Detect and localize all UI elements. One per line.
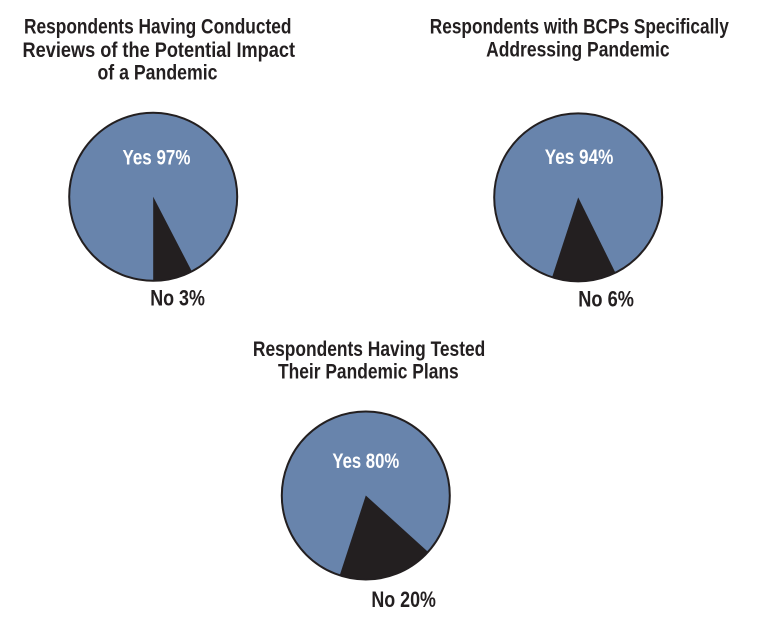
svg-text:No 6%: No 6%: [578, 287, 634, 312]
svg-text:Respondents with BCPs Specific: Respondents with BCPs Specifically: [430, 16, 729, 39]
svg-text:No 3%: No 3%: [150, 286, 205, 311]
svg-text:Their Pandemic Plans: Their Pandemic Plans: [278, 361, 459, 384]
svg-text:Addressing Pandemic: Addressing Pandemic: [486, 38, 670, 61]
svg-text:Yes 97%: Yes 97%: [123, 146, 191, 169]
svg-text:Respondents Having Conducted: Respondents Having Conducted: [24, 16, 292, 39]
svg-text:Yes 80%: Yes 80%: [332, 450, 399, 473]
svg-text:Reviews of the Potential Impac: Reviews of the Potential Impact: [23, 39, 296, 62]
svg-text:of a Pandemic: of a Pandemic: [98, 62, 218, 85]
svg-text:Yes 94%: Yes 94%: [545, 146, 614, 169]
svg-text:No 20%: No 20%: [371, 587, 436, 612]
svg-text:Respondents Having Tested: Respondents Having Tested: [253, 338, 485, 361]
